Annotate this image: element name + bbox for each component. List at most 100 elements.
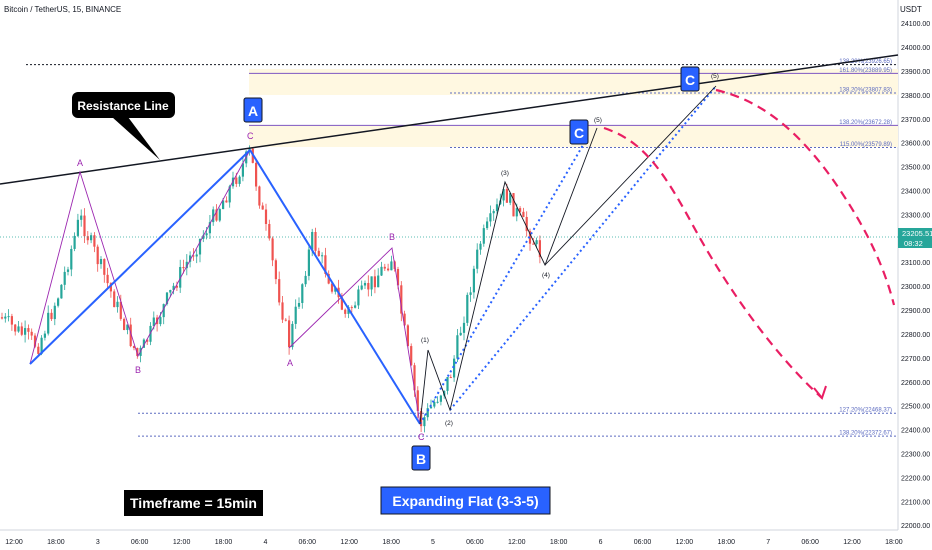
time-tick-label: 06:00 [466, 539, 484, 546]
candle-body [152, 317, 155, 326]
timeframe-box [124, 490, 263, 516]
candle-body [268, 223, 271, 239]
candle-body [116, 301, 119, 308]
candle-body [215, 209, 218, 221]
wave-c-subwaves [419, 127, 598, 425]
candle-body [512, 193, 515, 217]
price-tick-label: 23900.00 [901, 69, 930, 76]
time-tick-label: 18:00 [718, 539, 736, 546]
time-tick-label: 12:00 [340, 539, 358, 546]
candle-body [357, 289, 360, 306]
time-ticks: 12:00 18:00 3 06:00 12:00 18:00 4 06:00 12:00 18:… [5, 539, 903, 546]
price-tick-label: 22500.00 [901, 404, 930, 411]
candle-body [284, 319, 287, 321]
candle-body [423, 417, 426, 427]
time-tick-label: 18:00 [885, 539, 903, 546]
candle-body [538, 240, 541, 258]
candle-body [317, 250, 320, 257]
candle-body [99, 258, 103, 265]
candle-body [294, 306, 297, 324]
wave-marker-b[interactable] [411, 445, 431, 471]
candle-body [429, 406, 433, 409]
price-tick-label: 23300.00 [901, 212, 930, 219]
candle-body [327, 273, 330, 284]
candle-body [261, 205, 264, 210]
abc-zigzag-line [29, 149, 251, 365]
candle-body [532, 243, 535, 245]
time-tick-label: 18:00 [550, 539, 568, 546]
candle-body [20, 326, 23, 335]
candle-body [264, 209, 268, 224]
candle-body [459, 332, 462, 336]
candle-body [403, 313, 406, 326]
time-tick-label: 3 [96, 539, 100, 546]
candle-body [304, 275, 307, 285]
price-tick-label: 22700.00 [901, 356, 930, 363]
candle-body [334, 287, 337, 292]
candle-body [311, 232, 314, 250]
wave-marker-c-alt[interactable] [569, 119, 589, 145]
wave-a-line [29, 149, 251, 365]
wave-label: C [247, 131, 254, 141]
candle-body [136, 348, 139, 356]
candle-body [469, 292, 472, 295]
resistance-callout[interactable] [72, 92, 175, 118]
candle-body [519, 208, 522, 212]
candle-body [198, 238, 202, 255]
candle-body [525, 216, 528, 232]
candle-body [14, 324, 17, 332]
candle-body [33, 335, 37, 347]
price-tick-label: 22300.00 [901, 451, 930, 458]
candle-body [436, 401, 439, 403]
time-tick-label: 06:00 [801, 539, 819, 546]
candle-body [222, 200, 225, 210]
candle-body [492, 211, 495, 214]
candle-body [60, 284, 63, 299]
current-price: 23205.51 [902, 229, 932, 238]
candle-body [169, 289, 172, 293]
candle-body [383, 266, 386, 269]
candle-body [86, 236, 89, 241]
candle-body [162, 304, 165, 318]
candle-body [165, 292, 169, 305]
candle-body [360, 285, 363, 290]
candle-body [515, 208, 518, 217]
candle-body [420, 410, 423, 427]
candle-body [367, 282, 370, 290]
candle-body [0, 317, 4, 319]
price-tick-label: 23700.00 [901, 117, 930, 124]
current-price-badge [898, 228, 932, 248]
candle-body [439, 395, 442, 402]
wave-label: A [287, 358, 293, 368]
price-tick-label: 23400.00 [901, 188, 930, 195]
time-tick-label: 18:00 [215, 539, 233, 546]
wave-marker-c[interactable] [680, 66, 700, 92]
candle-body [218, 209, 221, 221]
price-tick-label: 24100.00 [901, 21, 930, 28]
wave-marker-a[interactable] [243, 97, 263, 123]
candle-body [373, 276, 376, 288]
candle-body [314, 232, 317, 251]
candle-body [258, 186, 261, 206]
price-tick-label: 23600.00 [901, 141, 930, 148]
candle-body [96, 246, 99, 265]
candle-body [307, 249, 310, 276]
candle-body [106, 274, 109, 284]
candle-body [142, 339, 145, 348]
candle-body [90, 235, 93, 241]
candle-body [53, 305, 56, 320]
price-tick-label: 23500.00 [901, 165, 930, 172]
price-tick-label: 22600.00 [901, 380, 930, 387]
resistance-line[interactable] [0, 54, 899, 185]
candle-body [274, 260, 277, 280]
price-ticks: 24100.00 24000.00 23900.00 23800.00 23700.00… [901, 21, 930, 530]
bar-countdown: 08:32 [904, 239, 923, 248]
candle-body [340, 297, 343, 310]
candle-body [446, 377, 449, 391]
candle-body [377, 275, 380, 288]
minor-wave-label: (2) [445, 420, 453, 427]
candle-body [321, 255, 324, 257]
candle-body [278, 279, 281, 303]
time-tick-label: 7 [766, 539, 770, 546]
